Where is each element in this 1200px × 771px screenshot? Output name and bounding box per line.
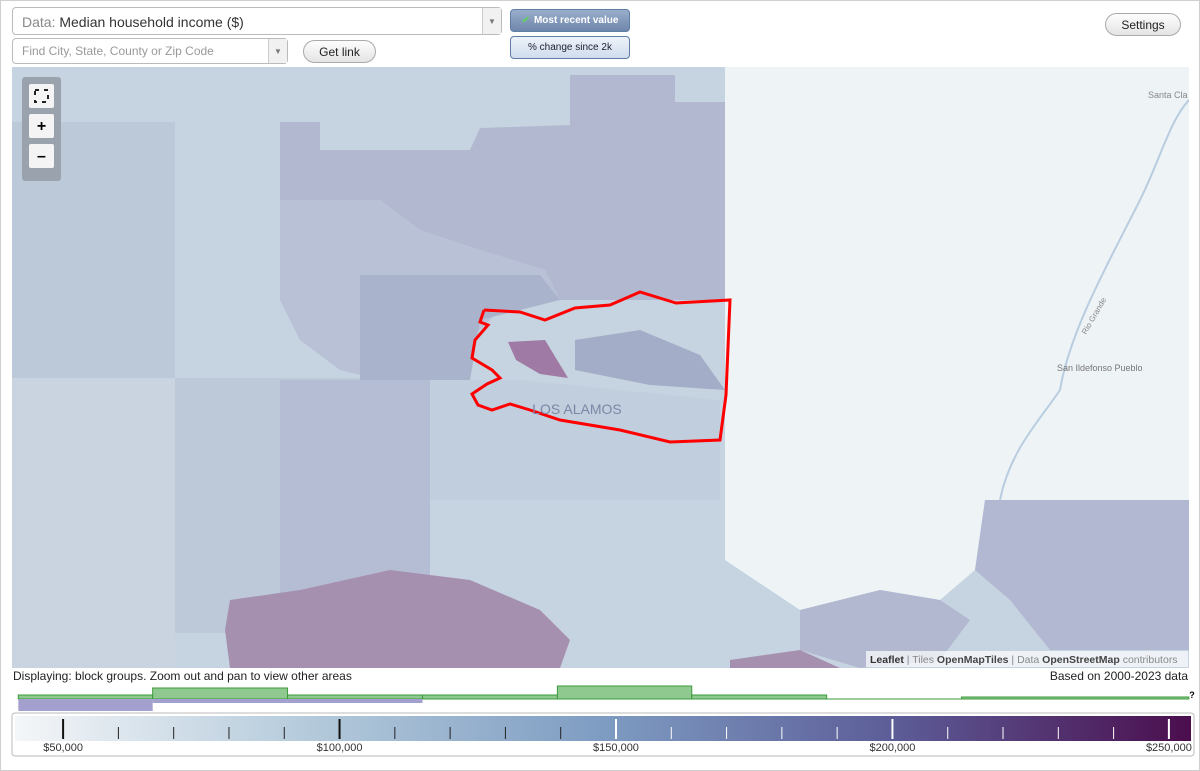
region bbox=[730, 650, 840, 668]
dropdown-arrow: ▼ bbox=[482, 8, 501, 34]
place-label: LOS ALAMOS bbox=[532, 401, 621, 417]
region bbox=[800, 590, 970, 668]
tick-label: $100,000 bbox=[317, 742, 363, 754]
selected-outline bbox=[470, 290, 732, 444]
pct-change-button[interactable]: % change since 2k bbox=[510, 36, 630, 59]
histogram-bar-selected bbox=[287, 699, 423, 703]
status-left: Displaying: block groups. Zoom out and p… bbox=[13, 669, 352, 683]
tick-label: $250,000 bbox=[1146, 742, 1192, 754]
get-link-button[interactable]: Get link bbox=[303, 40, 376, 63]
region bbox=[12, 378, 175, 668]
check-icon: ✔ bbox=[521, 15, 530, 26]
data-label: Data: bbox=[22, 14, 56, 30]
data-value: Median household income ($) bbox=[59, 14, 244, 30]
histogram-bar bbox=[152, 687, 289, 700]
histogram-bar bbox=[287, 694, 423, 700]
region bbox=[508, 340, 568, 378]
zoom-in-icon: + bbox=[37, 118, 46, 135]
attribution-link[interactable]: OpenMapTiles bbox=[937, 654, 1009, 666]
region bbox=[575, 330, 725, 390]
map-label: Santa Cla bbox=[1148, 90, 1188, 100]
search-box[interactable]: Find City, State, County or Zip Code ▼ bbox=[12, 38, 288, 64]
search-arrow: ▼ bbox=[268, 39, 287, 63]
attribution-text: contributors bbox=[1123, 654, 1178, 666]
map[interactable]: LOS ALAMOS Santa Cla San Ildefonso Puebl… bbox=[12, 67, 1189, 668]
region bbox=[225, 570, 570, 668]
region bbox=[975, 500, 1189, 650]
attribution-link[interactable]: OpenStreetMap bbox=[1042, 654, 1120, 666]
zoom-out-button[interactable] bbox=[29, 144, 54, 168]
most-recent-button[interactable]: ✔ Most recent value bbox=[510, 9, 630, 32]
help-mark: ? bbox=[1189, 690, 1195, 700]
tick-label: $150,000 bbox=[593, 742, 639, 754]
region bbox=[725, 67, 1189, 610]
river bbox=[1059, 99, 1189, 391]
map-label: San Ildefonso Pueblo bbox=[1057, 363, 1143, 373]
histogram-bar bbox=[421, 694, 558, 700]
data-select[interactable]: Data: Median household income ($) ▼ bbox=[12, 7, 502, 35]
tick-label: $200,000 bbox=[869, 742, 915, 754]
fullscreen-icon bbox=[34, 89, 49, 103]
attribution-bg bbox=[866, 651, 1188, 667]
zoom-in-button[interactable] bbox=[29, 114, 54, 138]
data-select-text: Data: Median household income ($) bbox=[22, 14, 244, 30]
attribution-text: | Data bbox=[1011, 654, 1039, 666]
histogram-bar bbox=[17, 694, 154, 700]
river bbox=[999, 389, 1061, 501]
settings-button[interactable]: Settings bbox=[1105, 13, 1181, 36]
histogram-bar-selected bbox=[152, 699, 288, 703]
region bbox=[430, 380, 720, 500]
attribution-text: | Tiles bbox=[907, 654, 934, 666]
zoom-out-icon: – bbox=[37, 148, 46, 165]
attribution: Leaflet | Tiles OpenMapTiles | Data Open… bbox=[870, 654, 1178, 666]
fullscreen-button[interactable] bbox=[29, 84, 54, 108]
histogram-bar bbox=[556, 685, 693, 700]
status-right: Based on 2000-2023 data bbox=[1049, 669, 1188, 683]
search-placeholder: Find City, State, County or Zip Code bbox=[22, 44, 214, 58]
tick-label: $50,000 bbox=[43, 742, 83, 754]
histogram-bar bbox=[961, 696, 1190, 700]
histogram-bar-selected bbox=[18, 699, 153, 711]
most-recent-text: Most recent value bbox=[533, 15, 619, 26]
attribution-link[interactable]: Leaflet bbox=[870, 654, 904, 666]
legend-gradient bbox=[15, 716, 1191, 741]
legend-frame bbox=[11, 712, 1195, 757]
histogram-bar bbox=[691, 694, 828, 700]
region bbox=[280, 380, 430, 600]
region bbox=[280, 75, 725, 300]
